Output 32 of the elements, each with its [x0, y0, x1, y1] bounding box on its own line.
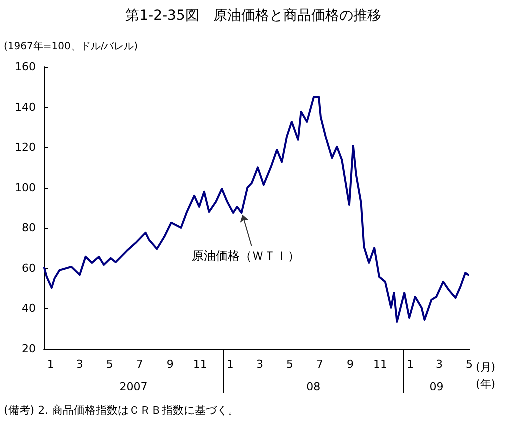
x-tick-label: 3 — [256, 358, 264, 371]
x-tick-label: 3 — [76, 358, 84, 371]
y-axis-title: (1967年=100、ドル/バレル) — [4, 40, 138, 52]
annotation: 原油価格（ＷＴＩ） — [192, 249, 300, 264]
x-tick-label: 1 — [406, 358, 414, 371]
y-tick-label: 120 — [15, 141, 36, 154]
text: 09 — [430, 380, 444, 394]
y-tick-label: 100 — [15, 181, 36, 194]
x-tick-label: 3 — [436, 358, 443, 371]
text: (備考) 2. 商品価格指数はＣＲＢ指数に基づく。 — [4, 404, 240, 417]
y-tick-label: 40 — [22, 302, 36, 316]
y-tick-label: 140 — [15, 100, 36, 114]
y-tick-label: 160 — [15, 60, 36, 74]
x-tick-label: 9 — [346, 358, 354, 371]
x-tick-label: 1 — [47, 358, 54, 371]
x-tick-label: 7 — [316, 358, 324, 371]
x-tick-label: 5 — [286, 358, 294, 371]
x-tick-label: 5 — [466, 358, 474, 371]
x-tick-label: 11 — [193, 358, 208, 371]
x-tick-label: 1 — [226, 358, 234, 371]
text: 08 — [306, 380, 321, 394]
y-tick-label: 60 — [22, 262, 36, 275]
x-tick-label: 5 — [106, 358, 114, 371]
x-tick-label: 7 — [136, 358, 144, 371]
x-axis-title: (月) (年) — [476, 361, 496, 391]
chart-title: 第1-2-35図 原油価格と商品価格の推移 — [126, 8, 382, 24]
y-tick-label: 80 — [22, 222, 36, 235]
y-tick-label: 20 — [22, 342, 36, 356]
text: 2007 — [120, 380, 148, 394]
line-series — [43, 96, 470, 324]
x-tick-label: 11 — [373, 358, 388, 371]
x-tick-label: 9 — [166, 358, 174, 371]
